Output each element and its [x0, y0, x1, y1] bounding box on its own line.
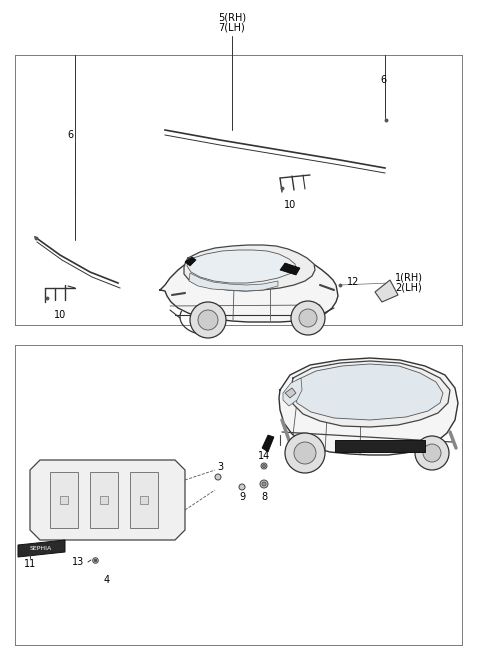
Text: 9: 9 — [239, 492, 245, 502]
Polygon shape — [130, 472, 158, 528]
Polygon shape — [50, 472, 78, 528]
Polygon shape — [290, 361, 450, 427]
Circle shape — [261, 463, 267, 469]
Circle shape — [165, 465, 171, 471]
Polygon shape — [283, 378, 302, 406]
Text: 14: 14 — [258, 451, 270, 461]
Text: 10: 10 — [54, 310, 66, 320]
Polygon shape — [280, 263, 300, 275]
Text: 10: 10 — [284, 200, 296, 210]
Circle shape — [239, 484, 245, 490]
Text: 3: 3 — [217, 462, 223, 472]
Polygon shape — [262, 435, 274, 452]
Text: SEPHIA: SEPHIA — [30, 546, 52, 550]
Circle shape — [260, 480, 268, 488]
Polygon shape — [375, 280, 398, 302]
Polygon shape — [285, 388, 296, 398]
Circle shape — [263, 464, 265, 468]
Polygon shape — [189, 273, 278, 291]
Polygon shape — [294, 364, 443, 420]
Text: 6: 6 — [67, 130, 73, 140]
Circle shape — [262, 482, 266, 486]
Polygon shape — [160, 253, 338, 322]
Polygon shape — [187, 250, 296, 283]
Circle shape — [291, 301, 325, 335]
Circle shape — [198, 310, 218, 330]
Text: 4: 4 — [104, 575, 110, 585]
Text: 6: 6 — [380, 75, 386, 85]
Polygon shape — [90, 472, 118, 528]
Circle shape — [215, 474, 221, 480]
Circle shape — [294, 442, 316, 464]
Polygon shape — [279, 358, 458, 455]
Circle shape — [423, 444, 441, 462]
Text: 7(LH): 7(LH) — [218, 23, 245, 33]
Circle shape — [190, 302, 226, 338]
Polygon shape — [30, 460, 185, 540]
Text: 8: 8 — [261, 492, 267, 502]
Bar — [335, 440, 425, 452]
Text: 11: 11 — [24, 559, 36, 569]
Text: 2(LH): 2(LH) — [395, 282, 422, 292]
Text: 1(RH): 1(RH) — [395, 273, 423, 283]
Polygon shape — [18, 540, 65, 557]
Circle shape — [415, 436, 449, 470]
Text: 13: 13 — [72, 557, 84, 567]
Polygon shape — [184, 245, 315, 291]
Polygon shape — [185, 257, 196, 266]
Text: 12: 12 — [347, 277, 359, 287]
Circle shape — [299, 309, 317, 327]
Text: 5(RH): 5(RH) — [218, 13, 246, 23]
Circle shape — [285, 433, 325, 473]
